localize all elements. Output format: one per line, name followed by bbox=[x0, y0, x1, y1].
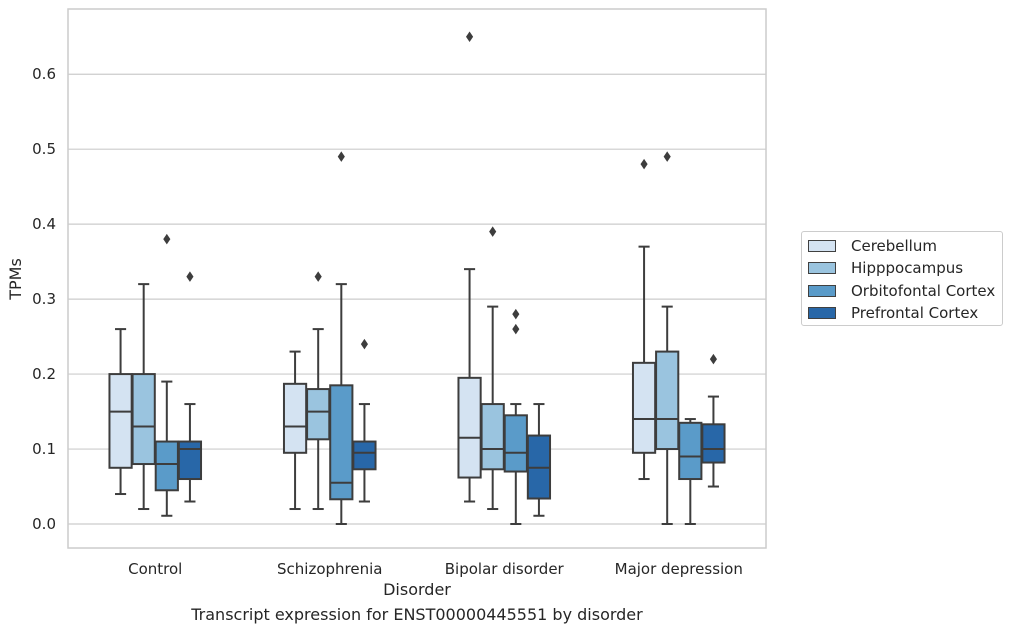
box-cerebellum-bipolar-disorder-iqr bbox=[457, 376, 482, 479]
legend: Cerebellum Hipppocampus Orbitofontal Cor… bbox=[801, 231, 1003, 326]
box-prefrontal-cortex-control-outlier bbox=[186, 271, 194, 282]
y-tick-label: 0.0 bbox=[32, 515, 56, 533]
legend-label-hippocampus: Hipppocampus bbox=[851, 259, 964, 277]
box-orbitofontal-cortex-schizophrenia-outlier bbox=[337, 151, 345, 162]
y-tick-label: 0.3 bbox=[32, 290, 56, 308]
y-tick-label: 0.4 bbox=[32, 215, 56, 233]
box-hipppocampus-schizophrenia-outlier bbox=[314, 271, 322, 282]
y-tick-label: 0.2 bbox=[32, 365, 56, 383]
box-orbitofontal-cortex-major-depression-iqr bbox=[678, 421, 703, 481]
x-tick-label: Schizophrenia bbox=[277, 560, 382, 578]
box-orbitofontal-cortex-bipolar-disorder-iqr bbox=[503, 414, 528, 473]
box-hipppocampus-major-depression-iqr bbox=[655, 350, 680, 451]
figure-caption: Transcript expression for ENST0000044555… bbox=[191, 605, 643, 624]
x-tick-label: Major depression bbox=[615, 560, 743, 578]
legend-item-orbitofrontal-cortex: Orbitofontal Cortex bbox=[808, 281, 995, 301]
box-hipppocampus-bipolar-disorder-iqr bbox=[480, 403, 505, 471]
legend-item-prefrontal-cortex: Prefrontal Cortex bbox=[808, 303, 978, 323]
legend-swatch-prefrontal-cortex bbox=[808, 307, 836, 319]
box-prefrontal-cortex-major-depression-iqr bbox=[701, 423, 726, 464]
legend-swatch-orbitofrontal-cortex bbox=[808, 285, 836, 297]
box-cerebellum-major-depression-outlier bbox=[640, 158, 648, 170]
box-cerebellum-control-iqr bbox=[108, 373, 133, 469]
box-hipppocampus-schizophrenia-iqr bbox=[306, 388, 331, 441]
box-series bbox=[108, 31, 726, 526]
legend-swatch-cerebellum bbox=[808, 240, 836, 252]
box-hipppocampus-bipolar-disorder-outlier bbox=[489, 226, 497, 237]
y-tick-label: 0.6 bbox=[32, 65, 56, 83]
box-prefrontal-cortex-schizophrenia-iqr bbox=[352, 440, 377, 471]
legend-swatch-hippocampus bbox=[808, 262, 836, 274]
box-orbitofontal-cortex-control-outlier bbox=[163, 233, 171, 245]
box-orbitofontal-cortex-bipolar-disorder-outlier bbox=[512, 308, 520, 320]
x-tick-label: Bipolar disorder bbox=[445, 560, 565, 578]
legend-item-cerebellum: Cerebellum bbox=[808, 236, 937, 256]
legend-label-prefrontal-cortex: Prefrontal Cortex bbox=[851, 304, 979, 322]
box-hipppocampus-control-iqr bbox=[131, 373, 156, 466]
y-tick-label: 0.5 bbox=[32, 140, 56, 158]
legend-label-orbitofrontal-cortex: Orbitofontal Cortex bbox=[851, 282, 996, 300]
legend-item-hippocampus: Hipppocampus bbox=[808, 258, 963, 278]
y-tick-labels: 0.0 0.1 0.2 0.3 0.4 0.5 0.6 bbox=[32, 65, 56, 533]
box-prefrontal-cortex-control-iqr bbox=[177, 440, 203, 481]
y-tick-label: 0.1 bbox=[32, 440, 56, 458]
box-hipppocampus-major-depression-outlier bbox=[663, 151, 671, 162]
x-tick-labels: Control Schizophrenia Bipolar disorder Majo… bbox=[128, 560, 743, 578]
box-prefrontal-cortex-schizophrenia-outlier bbox=[360, 338, 369, 350]
box-cerebellum-major-depression-iqr bbox=[631, 361, 657, 454]
x-axis-label: Disorder bbox=[383, 580, 451, 599]
box-orbitofontal-cortex-bipolar-disorder-outlier bbox=[512, 323, 520, 335]
legend-label-cerebellum: Cerebellum bbox=[851, 237, 937, 255]
x-tick-label: Control bbox=[128, 560, 182, 578]
plot-frame bbox=[67, 8, 767, 549]
box-orbitofontal-cortex-control-iqr bbox=[154, 440, 179, 492]
box-cerebellum-bipolar-disorder-outlier bbox=[465, 31, 474, 42]
y-axis-label: TPMs bbox=[6, 258, 25, 301]
box-prefrontal-cortex-major-depression-outlier bbox=[709, 353, 718, 365]
box-cerebellum-schizophrenia-iqr bbox=[282, 382, 308, 454]
